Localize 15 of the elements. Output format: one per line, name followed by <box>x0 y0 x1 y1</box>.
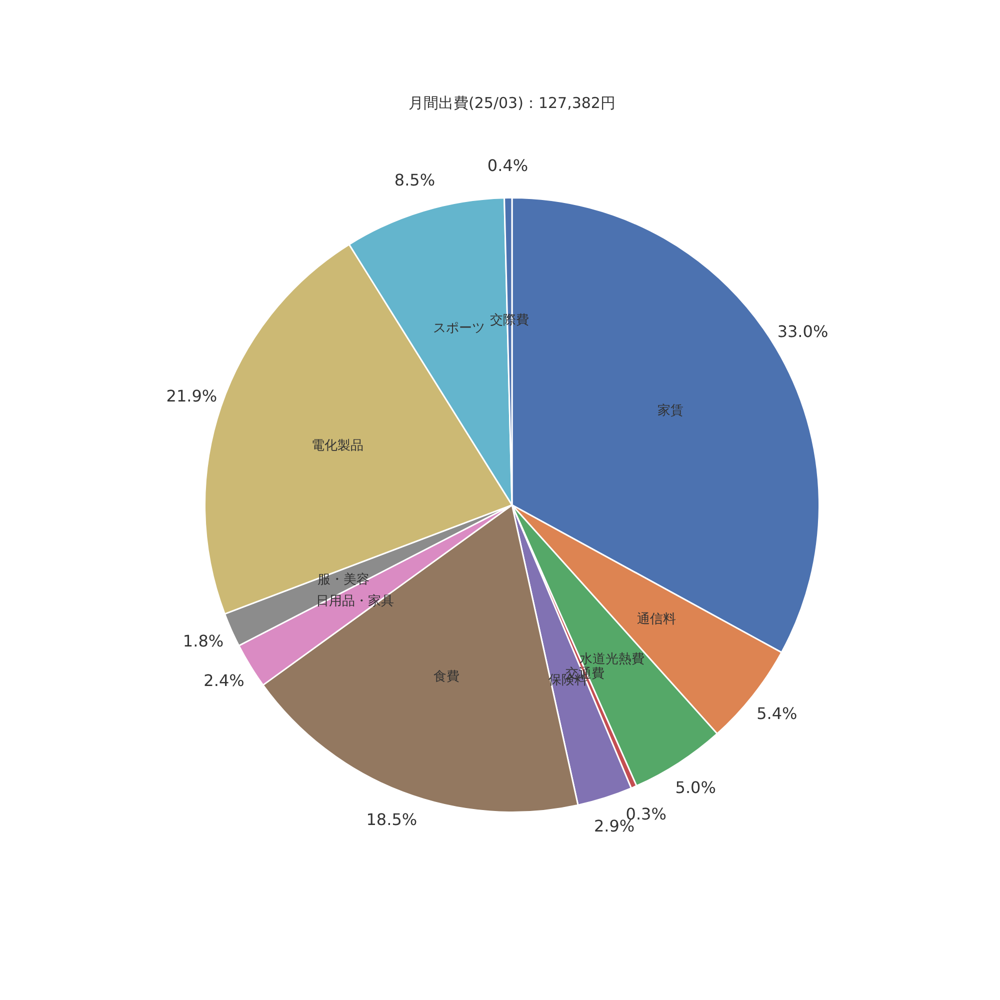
slice-label: 通信料 <box>636 612 676 627</box>
slice-label: 家賃 <box>658 402 684 418</box>
data-label: 1.8% <box>182 632 224 651</box>
data-label: 18.5% <box>366 810 418 829</box>
slice-label: スポーツ <box>432 320 485 336</box>
data-label: 5.4% <box>756 704 798 724</box>
data-label: 8.5% <box>394 170 436 190</box>
data-label: 0.4% <box>487 156 528 176</box>
data-label: 2.4% <box>204 671 244 690</box>
data-label: 33.0% <box>777 322 828 341</box>
slice-label: 電化製品 <box>311 438 364 454</box>
data-label: 5.0% <box>675 778 716 797</box>
data-label: 21.9% <box>166 386 218 406</box>
slice-label: 食費 <box>433 670 460 685</box>
chart-title: 月間出費(25/03)：127,382円 <box>408 94 616 112</box>
